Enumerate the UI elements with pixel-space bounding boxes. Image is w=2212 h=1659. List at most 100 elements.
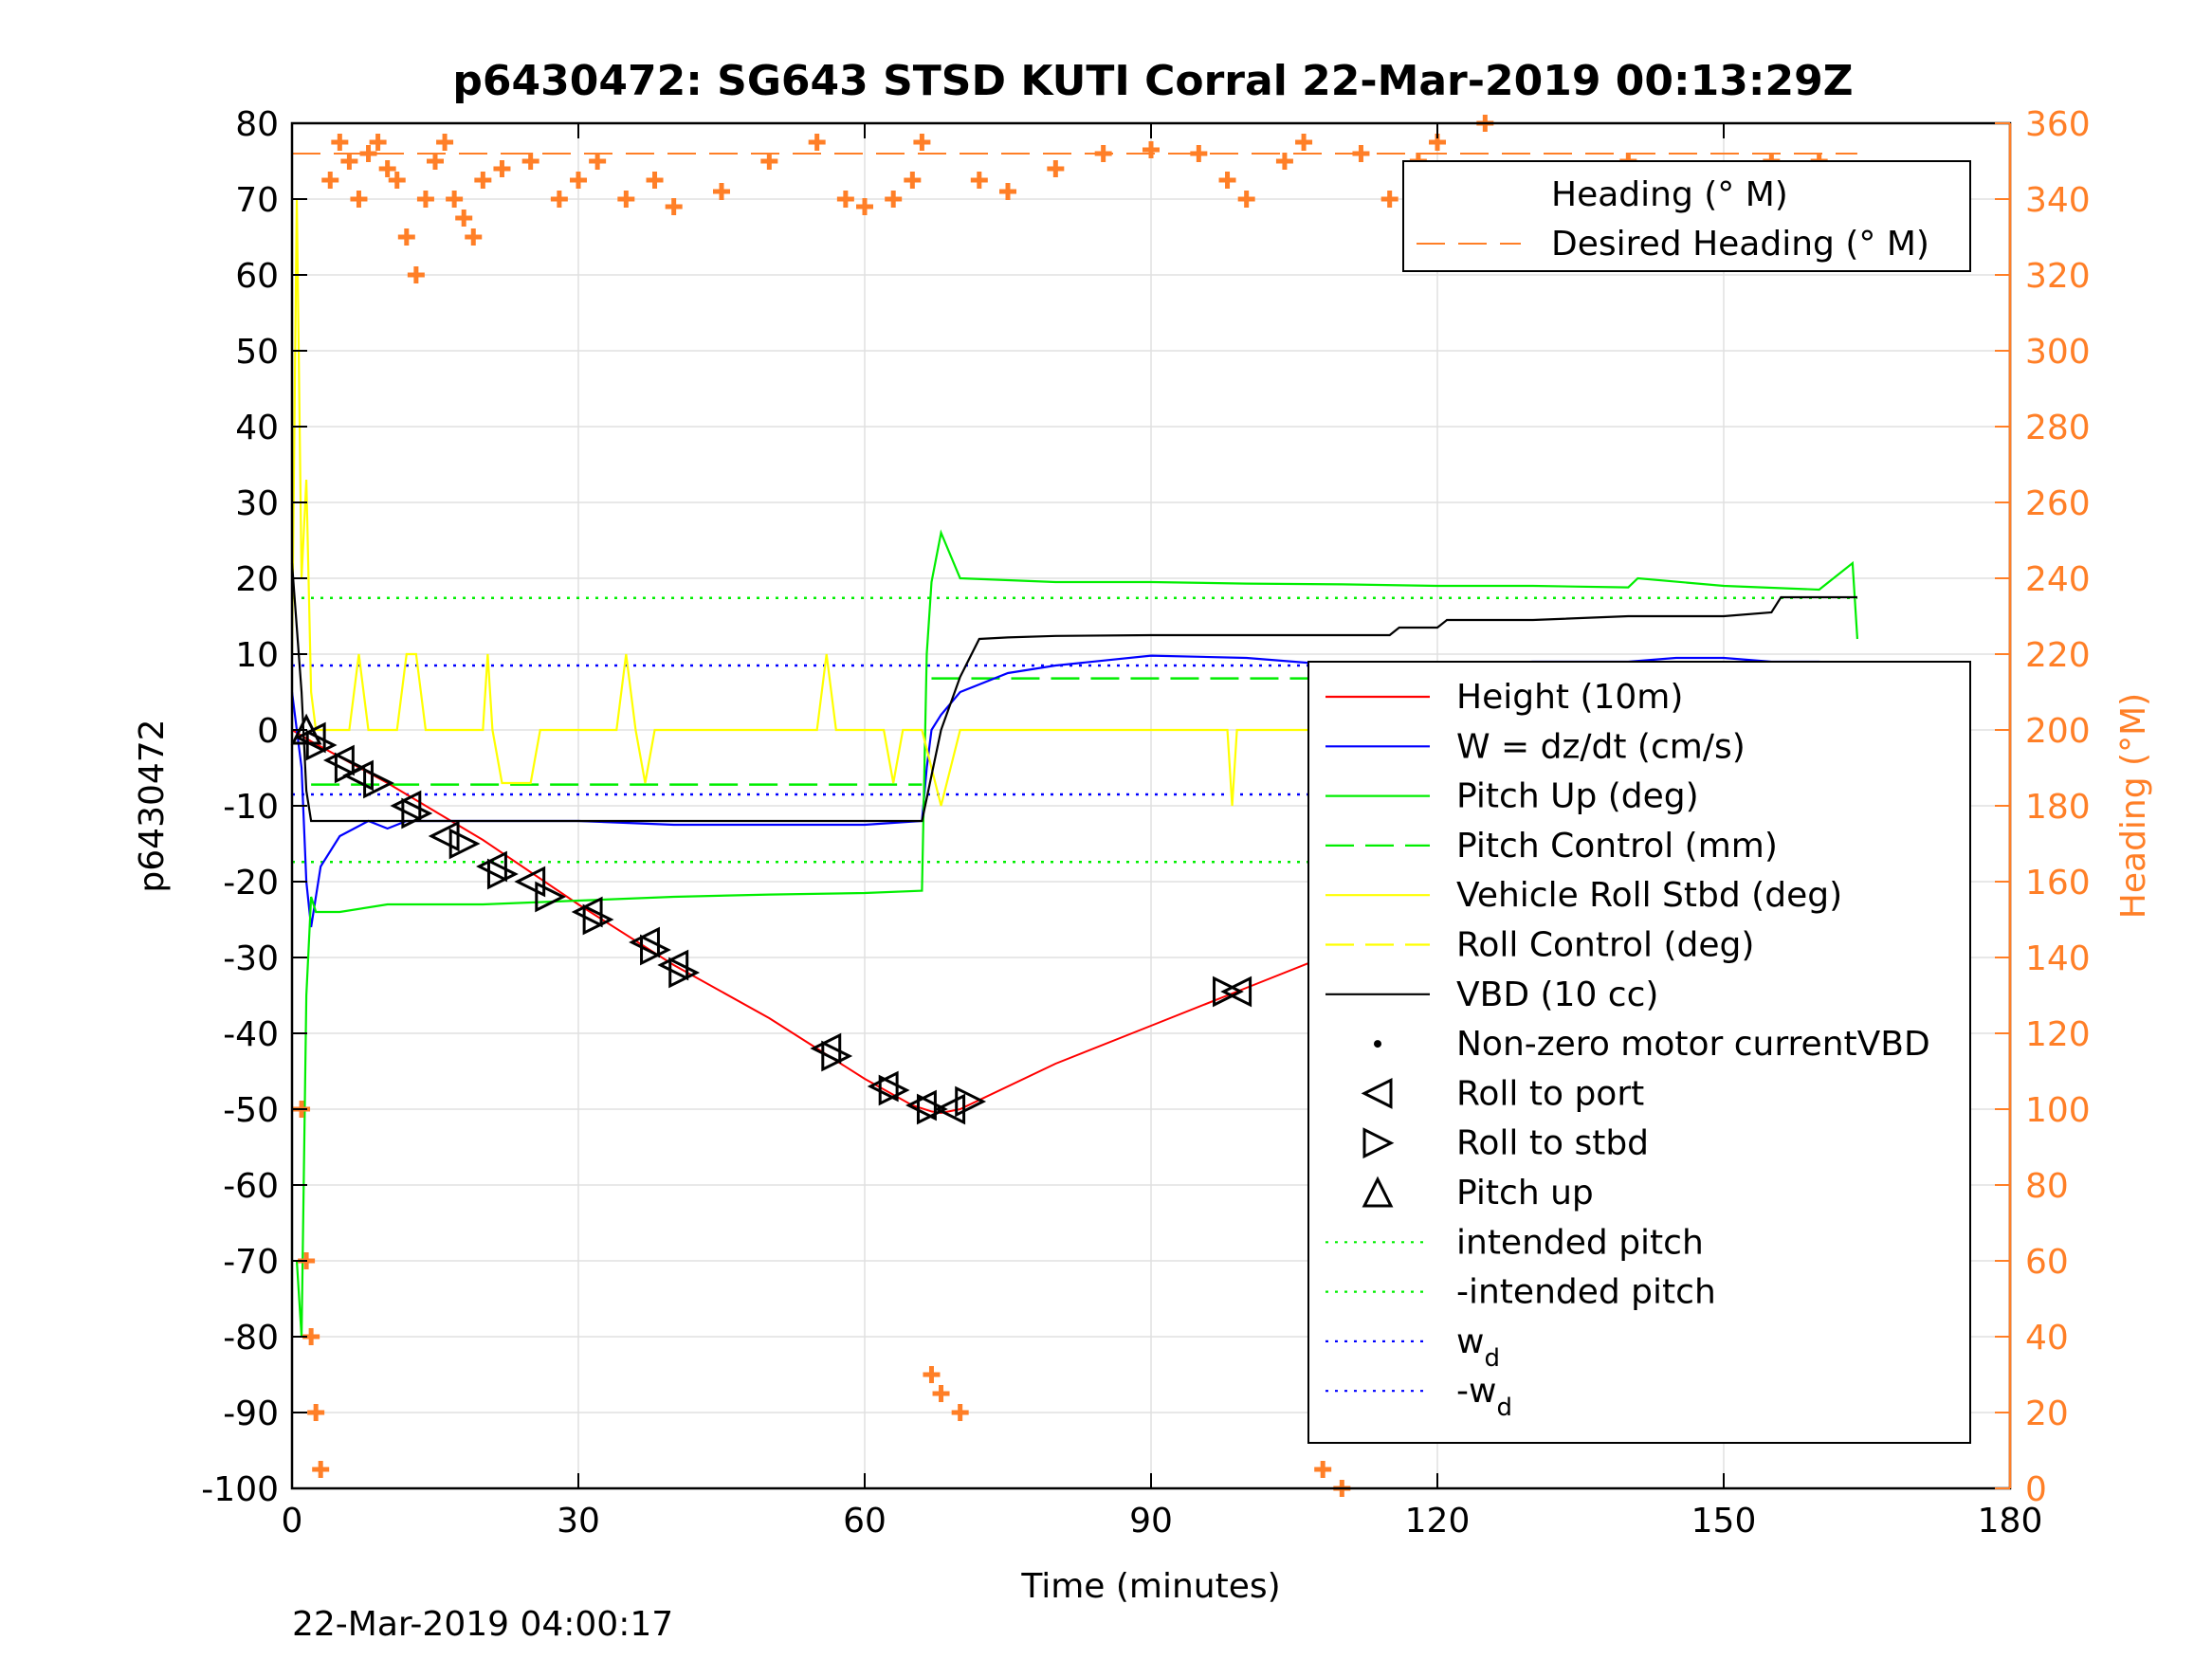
heading-point	[1237, 191, 1255, 208]
roll-to-port-marker	[428, 820, 460, 852]
footer-timestamp: 22-Mar-2019 04:00:17	[292, 1605, 673, 1644]
y-tick-label: -100	[201, 1470, 279, 1509]
y-tick-label: 10	[235, 636, 279, 675]
legend-label: Height (10m)	[1456, 678, 1683, 717]
chart-title: p6430472: SG643 STSD KUTI Corral 22-Mar-…	[452, 57, 1853, 105]
heading-point	[904, 172, 922, 189]
y2-tick-label: 140	[2025, 939, 2091, 978]
legend-label: Vehicle Roll Stbd (deg)	[1456, 876, 1842, 915]
y2-tick-label: 100	[2025, 1091, 2091, 1130]
legend-heading: Heading (° M) Desired Heading (° M)	[1402, 160, 1971, 272]
roll-to-port-marker	[1220, 975, 1252, 1008]
y2-tick-label: 60	[2025, 1243, 2069, 1282]
roll-to-port-marker	[476, 850, 507, 883]
heading-point	[465, 228, 483, 246]
heading-point	[1352, 145, 1370, 162]
x-tick-labels: 0 30 60 90 120 150 180	[282, 123, 2043, 1540]
y-tick-label: 70	[235, 181, 279, 220]
heading-point	[856, 198, 873, 215]
heading-point	[455, 210, 473, 227]
x-tick-label: 150	[1691, 1502, 1757, 1540]
legend-main-box	[1307, 661, 1971, 1444]
roll-to-stbd-marker	[878, 1074, 910, 1106]
vbd-series-line	[290, 562, 1857, 823]
legend-swatch-dot	[1374, 1040, 1381, 1048]
y2-tick-label: 300	[2025, 333, 2091, 372]
y-tick-label: -30	[223, 939, 279, 978]
heading-point	[665, 198, 683, 215]
y-axis-label: p6430472	[133, 719, 172, 892]
y-tick-label: -10	[223, 788, 279, 827]
heading-point	[923, 1366, 941, 1383]
roll-to-stbd-marker	[486, 858, 519, 890]
y2-tick-label: 340	[2025, 181, 2091, 220]
legend-label: intended pitch	[1456, 1223, 1704, 1262]
roll-to-stbd-marker	[640, 934, 671, 966]
roll-to-stbd-marker	[916, 1093, 948, 1125]
heading-point	[340, 153, 358, 170]
heading-point	[808, 134, 826, 151]
heading-point	[427, 153, 444, 170]
x-tick-label: 180	[1978, 1502, 2043, 1540]
legend-label: -intended pitch	[1456, 1273, 1716, 1312]
y-tick-label: -20	[223, 864, 279, 902]
heading-point	[646, 172, 664, 189]
y2-tick-label: 360	[2025, 105, 2091, 144]
y-tick-label: 30	[235, 484, 279, 523]
heading-point	[1314, 1461, 1332, 1478]
heading-point	[1218, 172, 1236, 189]
heading-point	[416, 191, 434, 208]
y2-tick-label: 40	[2025, 1319, 2069, 1358]
y-tick-label: -90	[223, 1395, 279, 1433]
legend-heading-label: Desired Heading (° M)	[1551, 225, 1929, 264]
y2-tick-labels: 3603403203002802602402202001801601401201…	[1995, 105, 2091, 1509]
heading-point	[999, 183, 1016, 200]
y2-tick-label: 260	[2025, 484, 2091, 523]
legend-label-sub: d	[1496, 1394, 1512, 1422]
roll-to-port-marker	[514, 866, 546, 898]
heading-point	[570, 172, 587, 189]
legend-label: Roll to stbd	[1456, 1124, 1649, 1163]
heading-point	[350, 191, 368, 208]
x-tick-label: 90	[1129, 1502, 1173, 1540]
roll-to-stbd-marker	[668, 957, 701, 989]
legend-heading-label: Heading (° M)	[1551, 175, 1788, 214]
heading-point	[913, 134, 931, 151]
y2-tick-label: 240	[2025, 560, 2091, 599]
heading-point	[932, 1385, 950, 1402]
heading-point	[589, 153, 607, 170]
heading-point	[550, 191, 568, 208]
roll-to-stbd-marker	[535, 881, 567, 913]
heading-point	[493, 160, 511, 177]
x-axis-label: Time (minutes)	[1020, 1567, 1280, 1606]
y-tick-labels: 80 70 60 50 40 30 20 10 0 -10 -20 -30 -40 -50 -60 -70 -8…	[201, 105, 307, 1509]
x-tick-label: 60	[843, 1502, 887, 1540]
heading-point	[617, 191, 635, 208]
y-tick-label: -80	[223, 1319, 279, 1358]
legend-label: W = dz/dt (cm/s)	[1456, 727, 1746, 766]
x-tick-label: 0	[282, 1502, 303, 1540]
y2-tick-label: 280	[2025, 409, 2091, 447]
x-tick-label: 120	[1405, 1502, 1471, 1540]
heading-point	[331, 134, 349, 151]
y-tick-label: 60	[235, 257, 279, 296]
legend-main: Height (10m) W = dz/dt (cm/s) Pitch Up (de…	[1307, 661, 1971, 1444]
heading-point	[836, 191, 854, 208]
legend-heading-box	[1402, 160, 1971, 272]
roll-to-port-marker	[934, 1093, 966, 1125]
y-tick-label: -50	[223, 1091, 279, 1130]
legend-label: Roll Control (deg)	[1456, 926, 1754, 965]
legend-label-sub: d	[1484, 1344, 1500, 1373]
y2-tick-label: 80	[2025, 1167, 2069, 1206]
heading-point	[951, 1404, 969, 1421]
heading-point	[885, 191, 903, 208]
roll-to-port-marker	[322, 744, 355, 776]
y2-tick-label: 20	[2025, 1395, 2069, 1433]
heading-point	[970, 172, 988, 189]
heading-point	[1295, 134, 1313, 151]
roll-to-port-marker	[629, 926, 660, 958]
legend-label: Pitch up	[1456, 1174, 1594, 1212]
heading-point	[521, 153, 539, 170]
heading-point	[312, 1461, 330, 1478]
